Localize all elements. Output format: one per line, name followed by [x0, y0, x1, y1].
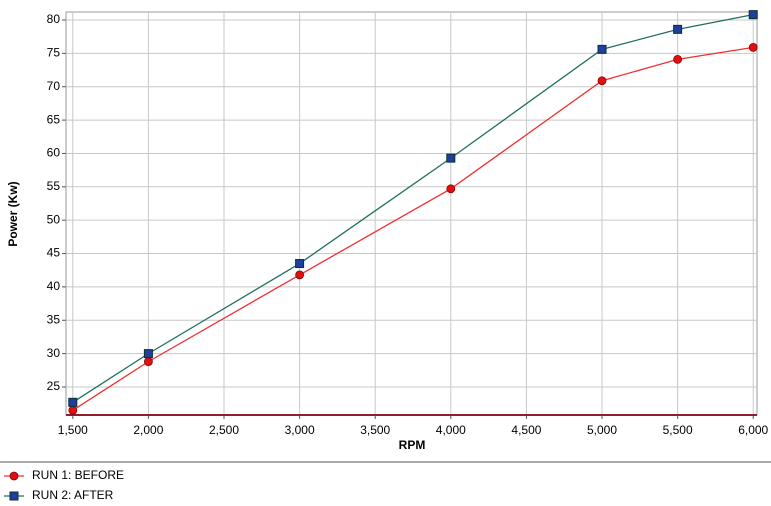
marker [295, 259, 305, 269]
y-tick-label: 30 [47, 346, 61, 360]
marker [68, 397, 78, 407]
y-tick-label: 70 [47, 79, 61, 93]
y-tick-label: 45 [47, 246, 61, 260]
marker [597, 44, 607, 54]
x-tick-label: 4,000 [436, 423, 466, 437]
marker [673, 54, 683, 64]
marker [295, 270, 305, 280]
y-tick-label: 50 [47, 212, 61, 226]
marker [597, 76, 607, 86]
x-tick-label: 3,000 [285, 423, 315, 437]
legend-label: RUN 1: BEFORE [32, 468, 124, 482]
marker [68, 405, 78, 415]
marker [144, 357, 153, 367]
x-tick-label: 2,500 [209, 423, 239, 437]
y-tick-label: 25 [47, 379, 61, 393]
y-tick-label: 80 [47, 12, 61, 26]
y-tick-label: 60 [47, 146, 61, 160]
plot-area [65, 11, 758, 416]
y-axis-title: Power (Kw) [6, 181, 20, 246]
marker [446, 184, 456, 194]
y-tick-label: 75 [47, 46, 61, 60]
marker [673, 24, 683, 34]
legend-marker [9, 471, 19, 481]
legend-label: RUN 2: AFTER [32, 488, 114, 502]
marker [748, 10, 758, 20]
marker [748, 42, 758, 52]
x-tick-label: 3,500 [360, 423, 390, 437]
x-tick-label: 1,500 [58, 423, 88, 437]
x-axis-title: RPM [399, 438, 426, 452]
y-tick-label: 40 [47, 279, 61, 293]
y-tick-label: 35 [47, 312, 61, 326]
legend-marker [9, 491, 19, 501]
y-tick-label: 55 [47, 179, 61, 193]
y-tick-label: 65 [47, 112, 61, 126]
x-tick-label: 4,500 [511, 423, 541, 437]
marker [143, 349, 153, 359]
x-tick-label: 2,000 [133, 423, 163, 437]
x-tick-label: 6,000 [738, 423, 768, 437]
marker [446, 153, 456, 163]
x-tick-label: 5,500 [663, 423, 693, 437]
x-tick-label: 5,000 [587, 423, 617, 437]
